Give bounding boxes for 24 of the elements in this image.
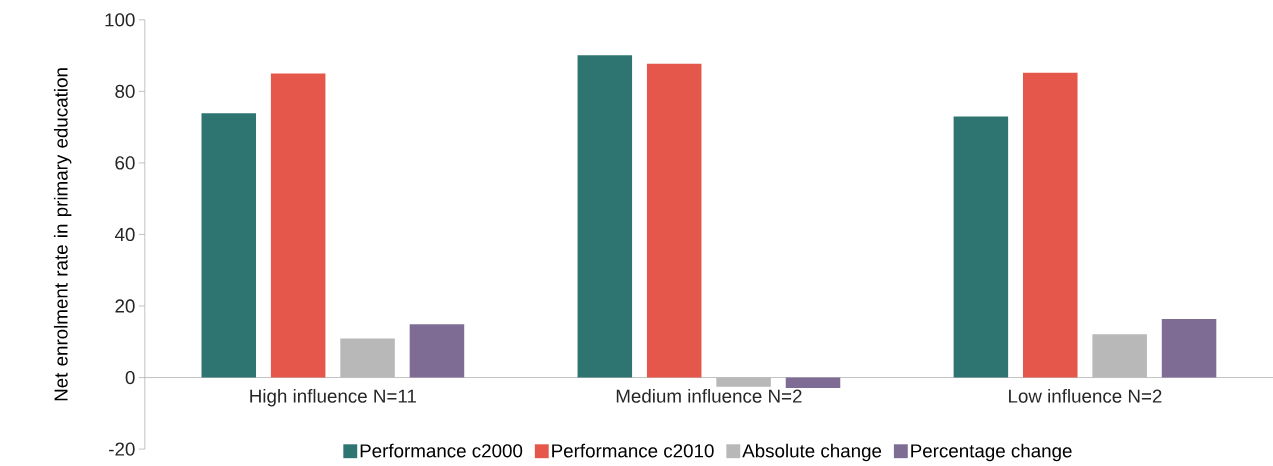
bar [953, 116, 1009, 378]
y-tick-label: 60 [115, 156, 135, 170]
bar [1161, 318, 1217, 378]
bar [646, 63, 702, 378]
y-tick-label: 100 [105, 13, 135, 27]
bar [577, 55, 633, 378]
bar [201, 113, 257, 378]
y-tick-label: 40 [114, 227, 135, 242]
y-tick-label: -20 [109, 442, 135, 456]
bar [785, 377, 841, 388]
bar [270, 73, 326, 378]
bar [409, 324, 465, 378]
legend-label: Percentage change [911, 443, 1072, 462]
legend-label: Performance c2010 [552, 443, 714, 458]
bar [1023, 72, 1078, 378]
legend-label: Performance c2000 [360, 443, 523, 458]
y-tick-label: 20 [115, 299, 135, 313]
x-tick-label: High influence N=11 [250, 388, 416, 407]
x-tick-label: Medium influence N=2 [616, 388, 802, 403]
y-tick-label: 80 [115, 84, 135, 99]
y-axis-title: Net enrolment rate in primary education [53, 68, 72, 401]
legend-label: Absolute change [742, 443, 882, 462]
x-tick-label: Low influence N=2 [1009, 388, 1162, 403]
y-tick-label: 0 [125, 370, 135, 385]
